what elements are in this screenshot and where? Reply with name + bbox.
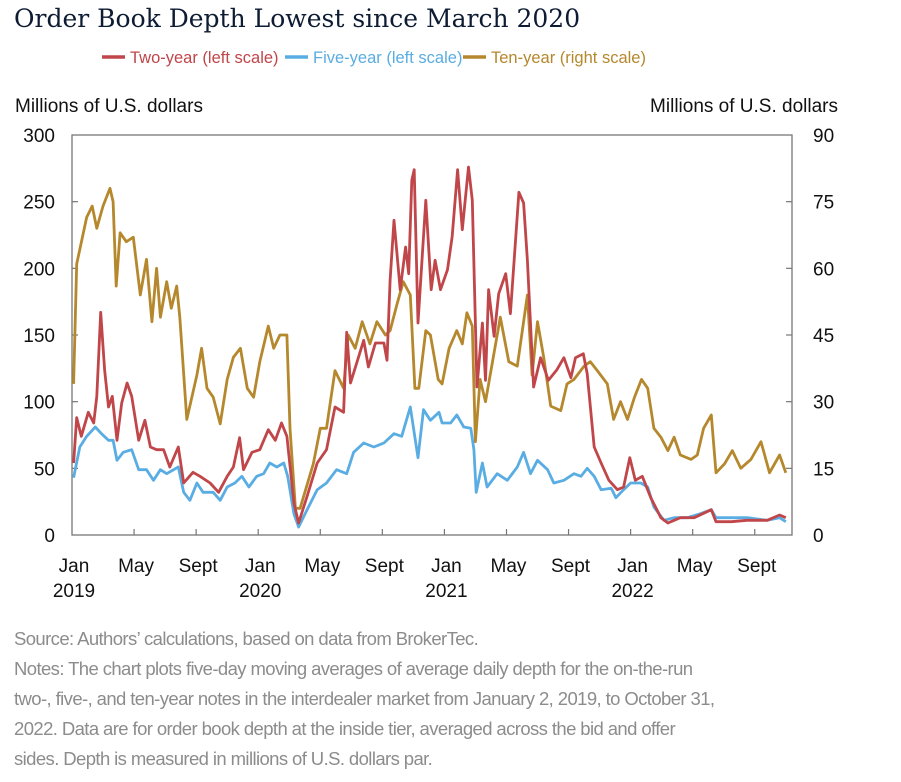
series-line-ten-year bbox=[72, 186, 788, 510]
notes-line: 2022. Data are for order book depth at t… bbox=[14, 718, 676, 739]
notes-line: Notes: The chart plots five-day moving a… bbox=[14, 658, 693, 679]
left-tick-label: 0 bbox=[44, 526, 55, 547]
x-tick-label: Jan bbox=[617, 556, 648, 577]
x-tick-label: Sept bbox=[365, 556, 405, 577]
legend-label: Ten-year (right scale) bbox=[491, 49, 646, 67]
left-tick-label: 300 bbox=[23, 126, 55, 147]
x-tick-label: May bbox=[491, 556, 527, 577]
x-tick-label: Sept bbox=[551, 556, 591, 577]
left-axis-label: Millions of U.S. dollars bbox=[15, 96, 203, 117]
x-tick-label: Jan bbox=[431, 556, 462, 577]
series-line-five-year bbox=[72, 405, 787, 529]
left-tick-label: 150 bbox=[23, 326, 55, 347]
chart-title: Order Book Depth Lowest since March 2020 bbox=[14, 4, 580, 33]
left-tick-label: 50 bbox=[34, 459, 55, 480]
right-tick-label: 90 bbox=[813, 126, 834, 147]
x-tick-label: Jan bbox=[245, 556, 276, 577]
x-tick-label: May bbox=[118, 556, 154, 577]
x-tick-label: Sept bbox=[737, 556, 777, 577]
x-tick-year: 2021 bbox=[425, 581, 467, 602]
legend-label: Two-year (left scale) bbox=[130, 49, 279, 67]
notes-line: two-, five-, and ten-year notes in the i… bbox=[14, 688, 715, 709]
right-axis-label: Millions of U.S. dollars bbox=[650, 96, 838, 117]
notes: Source: Authors’ calculations, based on … bbox=[14, 624, 715, 774]
x-tick-label: May bbox=[677, 556, 713, 577]
right-tick-label: 45 bbox=[813, 326, 834, 347]
chart: Order Book Depth Lowest since March 2020… bbox=[14, 4, 838, 602]
x-tick-label: Jan bbox=[59, 556, 90, 577]
right-tick-label: 60 bbox=[813, 259, 834, 280]
x-tick-label: May bbox=[304, 556, 340, 577]
x-tick-year: 2019 bbox=[53, 581, 95, 602]
right-tick-label: 75 bbox=[813, 193, 834, 214]
x-tick-year: 2020 bbox=[239, 581, 281, 602]
right-tick-label: 30 bbox=[813, 393, 834, 414]
series-group bbox=[72, 165, 788, 529]
x-tick-year: 2022 bbox=[611, 581, 653, 602]
right-tick-label: 0 bbox=[813, 526, 824, 547]
left-tick-label: 200 bbox=[23, 259, 55, 280]
legend: Two-year (left scale) Five-year (left sca… bbox=[102, 49, 646, 67]
series-line-two-year bbox=[72, 165, 787, 525]
left-tick-label: 100 bbox=[23, 393, 55, 414]
source-line: Source: Authors’ calculations, based on … bbox=[14, 628, 479, 649]
x-tick-label: Sept bbox=[179, 556, 219, 577]
right-tick-label: 15 bbox=[813, 459, 834, 480]
left-tick-label: 250 bbox=[23, 193, 55, 214]
notes-line: sides. Depth is measured in millions of … bbox=[14, 748, 433, 769]
legend-label: Five-year (left scale) bbox=[313, 49, 462, 67]
